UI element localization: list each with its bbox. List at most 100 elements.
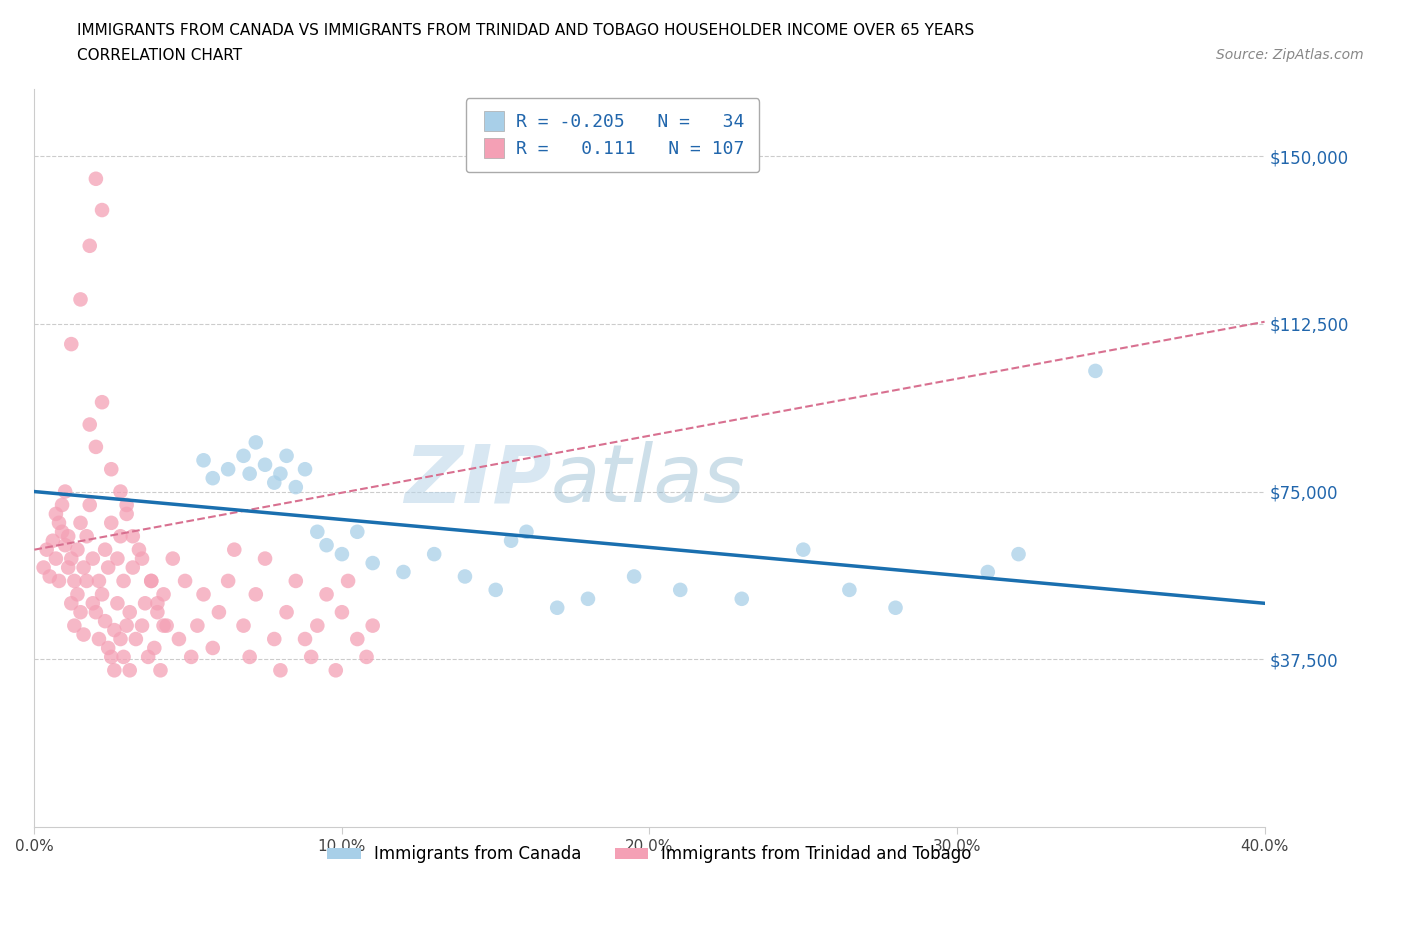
Point	[201, 641, 224, 656]
Point	[82, 551, 104, 566]
Point	[125, 631, 148, 646]
Point	[515, 525, 537, 539]
Point	[838, 582, 860, 597]
Point	[162, 551, 184, 566]
Point	[315, 538, 337, 552]
Point	[118, 663, 141, 678]
Text: IMMIGRANTS FROM CANADA VS IMMIGRANTS FROM TRINIDAD AND TOBAGO HOUSEHOLDER INCOME: IMMIGRANTS FROM CANADA VS IMMIGRANTS FRO…	[77, 23, 974, 38]
Point	[42, 533, 65, 548]
Point	[115, 507, 138, 522]
Point	[141, 574, 163, 589]
Point	[576, 591, 599, 606]
Point	[276, 604, 298, 619]
Point	[669, 582, 692, 597]
Point	[45, 507, 67, 522]
Point	[245, 435, 267, 450]
Text: Source: ZipAtlas.com: Source: ZipAtlas.com	[1216, 48, 1364, 62]
Point	[58, 560, 80, 575]
Point	[193, 587, 215, 602]
Point	[269, 663, 291, 678]
Point	[263, 475, 285, 490]
Point	[977, 565, 1000, 579]
Point	[91, 203, 114, 218]
Point	[623, 569, 645, 584]
Point	[76, 574, 98, 589]
Point	[152, 587, 174, 602]
Point	[454, 569, 477, 584]
Text: CORRELATION CHART: CORRELATION CHART	[77, 48, 242, 63]
Point	[299, 649, 322, 664]
Point	[66, 542, 89, 557]
Point	[146, 604, 169, 619]
Point	[69, 515, 91, 530]
Point	[110, 529, 132, 544]
Point	[60, 337, 83, 352]
Point	[91, 394, 114, 409]
Point	[546, 600, 568, 615]
Point	[100, 649, 122, 664]
Point	[100, 462, 122, 477]
Point	[134, 596, 156, 611]
Point	[87, 631, 110, 646]
Point	[84, 440, 107, 455]
Point	[356, 649, 378, 664]
Point	[294, 631, 316, 646]
Point	[392, 565, 415, 579]
Point	[115, 498, 138, 512]
Point	[239, 649, 262, 664]
Point	[72, 560, 94, 575]
Point	[143, 641, 166, 656]
Point	[346, 525, 368, 539]
Point	[58, 529, 80, 544]
Point	[174, 574, 197, 589]
Point	[91, 587, 114, 602]
Point	[330, 604, 353, 619]
Point	[79, 238, 101, 253]
Point	[48, 515, 70, 530]
Point	[66, 587, 89, 602]
Point	[156, 618, 179, 633]
Point	[112, 649, 135, 664]
Point	[232, 618, 254, 633]
Point	[284, 480, 307, 495]
Point	[731, 591, 754, 606]
Point	[499, 533, 522, 548]
Point	[51, 525, 73, 539]
Point	[53, 485, 76, 499]
Point	[48, 574, 70, 589]
Point	[325, 663, 347, 678]
Point	[263, 631, 285, 646]
Point	[79, 498, 101, 512]
Point	[72, 627, 94, 642]
Point	[131, 618, 153, 633]
Point	[294, 462, 316, 477]
Point	[121, 529, 143, 544]
Point	[97, 641, 120, 656]
Point	[346, 631, 368, 646]
Point	[84, 604, 107, 619]
Point	[107, 551, 129, 566]
Text: ZIP: ZIP	[404, 441, 551, 519]
Point	[208, 604, 231, 619]
Point	[63, 618, 86, 633]
Point	[254, 458, 277, 472]
Point	[884, 600, 907, 615]
Point	[97, 560, 120, 575]
Point	[269, 466, 291, 481]
Point	[792, 542, 814, 557]
Point	[82, 596, 104, 611]
Point	[224, 542, 246, 557]
Point	[103, 623, 125, 638]
Point	[146, 596, 169, 611]
Point	[307, 618, 329, 633]
Point	[1007, 547, 1029, 562]
Point	[118, 604, 141, 619]
Point	[100, 515, 122, 530]
Point	[254, 551, 277, 566]
Point	[284, 574, 307, 589]
Point	[149, 663, 172, 678]
Point	[121, 560, 143, 575]
Point	[107, 596, 129, 611]
Point	[38, 569, 60, 584]
Point	[245, 587, 267, 602]
